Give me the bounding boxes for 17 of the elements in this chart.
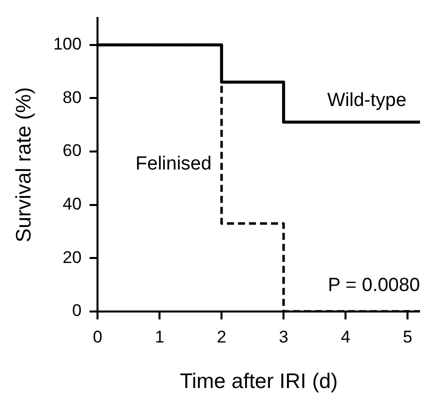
annotation: P = 0.0080: [328, 275, 420, 296]
x-tick-label: 1: [154, 327, 164, 346]
x-tick-label: 3: [278, 327, 288, 346]
series-label: Felinised: [136, 153, 212, 174]
x-tick-label: 5: [402, 327, 412, 346]
y-tick-label: 0: [72, 301, 82, 320]
y-tick-label: 40: [62, 194, 82, 214]
x-axis-title: Time after IRI (d): [180, 370, 338, 394]
y-axis-title: Survival rate (%): [12, 87, 36, 242]
y-tick-label: 100: [53, 34, 82, 54]
y-tick-label: 20: [62, 248, 82, 267]
x-tick-label: 0: [92, 327, 102, 346]
y-tick-label: 60: [62, 141, 82, 160]
x-tick-label: 4: [340, 327, 350, 346]
x-tick-label: 2: [216, 327, 226, 346]
y-tick-label: 80: [62, 88, 82, 107]
series-label: Wild-type: [327, 90, 406, 111]
